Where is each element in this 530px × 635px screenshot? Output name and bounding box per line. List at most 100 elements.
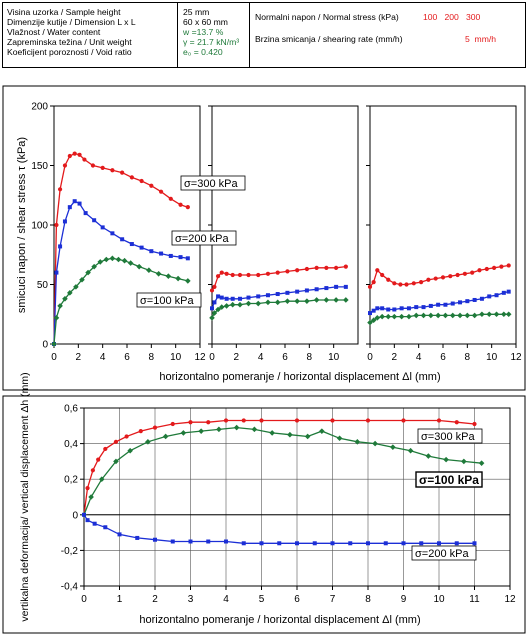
data-point (380, 272, 385, 278)
data-point (426, 277, 431, 282)
data-point (386, 277, 391, 282)
data-point (407, 447, 414, 454)
y-tick-label: 0 (42, 340, 48, 351)
data-point (385, 313, 392, 320)
data-point (145, 439, 151, 445)
data-point (442, 312, 449, 319)
plot-area (369, 105, 517, 345)
data-point (312, 541, 317, 546)
data-point (419, 541, 424, 546)
label-sigma-300-bottom: σ=300 kPa (417, 428, 483, 444)
data-point (162, 433, 169, 440)
label-sigma-100-top: σ=100 kPa (136, 292, 202, 308)
data-point (391, 313, 398, 320)
data-point (374, 315, 381, 321)
svg-text:σ=300 kPa: σ=300 kPa (421, 431, 475, 443)
y-tick-label: 50 (37, 280, 49, 291)
svg-text:σ=100 kPa: σ=100 kPa (140, 295, 194, 307)
data-point (53, 315, 60, 321)
data-point (285, 290, 290, 295)
data-point (100, 165, 105, 170)
x-tick-label: 5 (259, 594, 265, 605)
data-point (121, 257, 128, 264)
data-point (72, 199, 77, 204)
data-point (198, 428, 204, 434)
data-point (85, 486, 90, 491)
data-point (103, 256, 110, 263)
data-point (83, 211, 88, 216)
data-point (103, 525, 108, 530)
series-line (369, 290, 509, 314)
data-point (501, 311, 507, 318)
data-point (136, 263, 142, 270)
y-tick-label: -0,2 (61, 546, 79, 557)
svg-text:σ=100 kPa: σ=100 kPa (419, 473, 479, 487)
data-point (180, 430, 187, 436)
y-tick-label: -0,4 (61, 582, 79, 593)
data-point (323, 297, 330, 303)
data-point (457, 312, 463, 319)
data-point (245, 300, 252, 307)
data-point (113, 458, 119, 465)
data-point (90, 163, 96, 168)
plot-area (211, 105, 359, 345)
data-point (365, 418, 371, 423)
data-point (455, 272, 460, 278)
data-point (406, 306, 411, 311)
x-tick-label: 7 (330, 594, 336, 605)
label-void-ratio: Koeficijent poroznosti / Void ratio (7, 47, 132, 57)
data-point (72, 151, 77, 156)
data-point (366, 541, 370, 546)
y-tick-label: 100 (31, 221, 48, 232)
normal-stress-values: 100 200 300 (423, 12, 481, 22)
data-point (135, 535, 140, 540)
data-point (462, 271, 467, 276)
data-point (212, 284, 217, 289)
data-point (437, 541, 441, 546)
x-tick-label: 10 (328, 352, 340, 363)
data-point (215, 306, 221, 313)
value-sample-height: 25 mm (183, 7, 210, 17)
data-point (209, 288, 215, 293)
data-point (110, 168, 115, 173)
label-water-content: Vlažnost / Water content (7, 27, 101, 37)
data-point (209, 315, 215, 321)
shear-stress-panel-3: 0 2 4 6 8 10 12 (366, 105, 522, 363)
data-point (88, 494, 94, 500)
data-point (67, 153, 72, 159)
x-tick-label: 0 (209, 352, 215, 363)
data-point (333, 297, 339, 303)
data-point (185, 256, 190, 261)
data-point (265, 299, 271, 306)
data-point (120, 237, 125, 242)
y-tick-label: 0,6 (64, 404, 78, 415)
data-point (419, 280, 424, 285)
data-point (492, 265, 497, 270)
header-divider (249, 3, 250, 67)
data-point (120, 170, 125, 175)
data-point (178, 255, 183, 260)
data-point (62, 295, 68, 302)
data-point (454, 541, 459, 546)
data-point (494, 293, 499, 298)
data-point (54, 270, 59, 275)
data-point (398, 282, 403, 287)
data-point (294, 418, 300, 423)
data-point (501, 290, 506, 295)
data-point (367, 319, 373, 326)
data-point (348, 541, 353, 546)
data-point (392, 281, 397, 286)
data-point (314, 287, 319, 292)
data-point (57, 187, 63, 192)
x-tick-label: 2 (234, 352, 240, 363)
data-point (215, 274, 221, 279)
data-point (188, 420, 193, 425)
data-point (127, 260, 134, 266)
data-point (472, 421, 477, 427)
data-point (428, 303, 433, 308)
x-tick-label: 6 (282, 352, 288, 363)
x-tick-label: 0 (51, 352, 57, 363)
data-point (449, 312, 456, 319)
data-point (399, 306, 404, 311)
data-point (477, 268, 482, 273)
